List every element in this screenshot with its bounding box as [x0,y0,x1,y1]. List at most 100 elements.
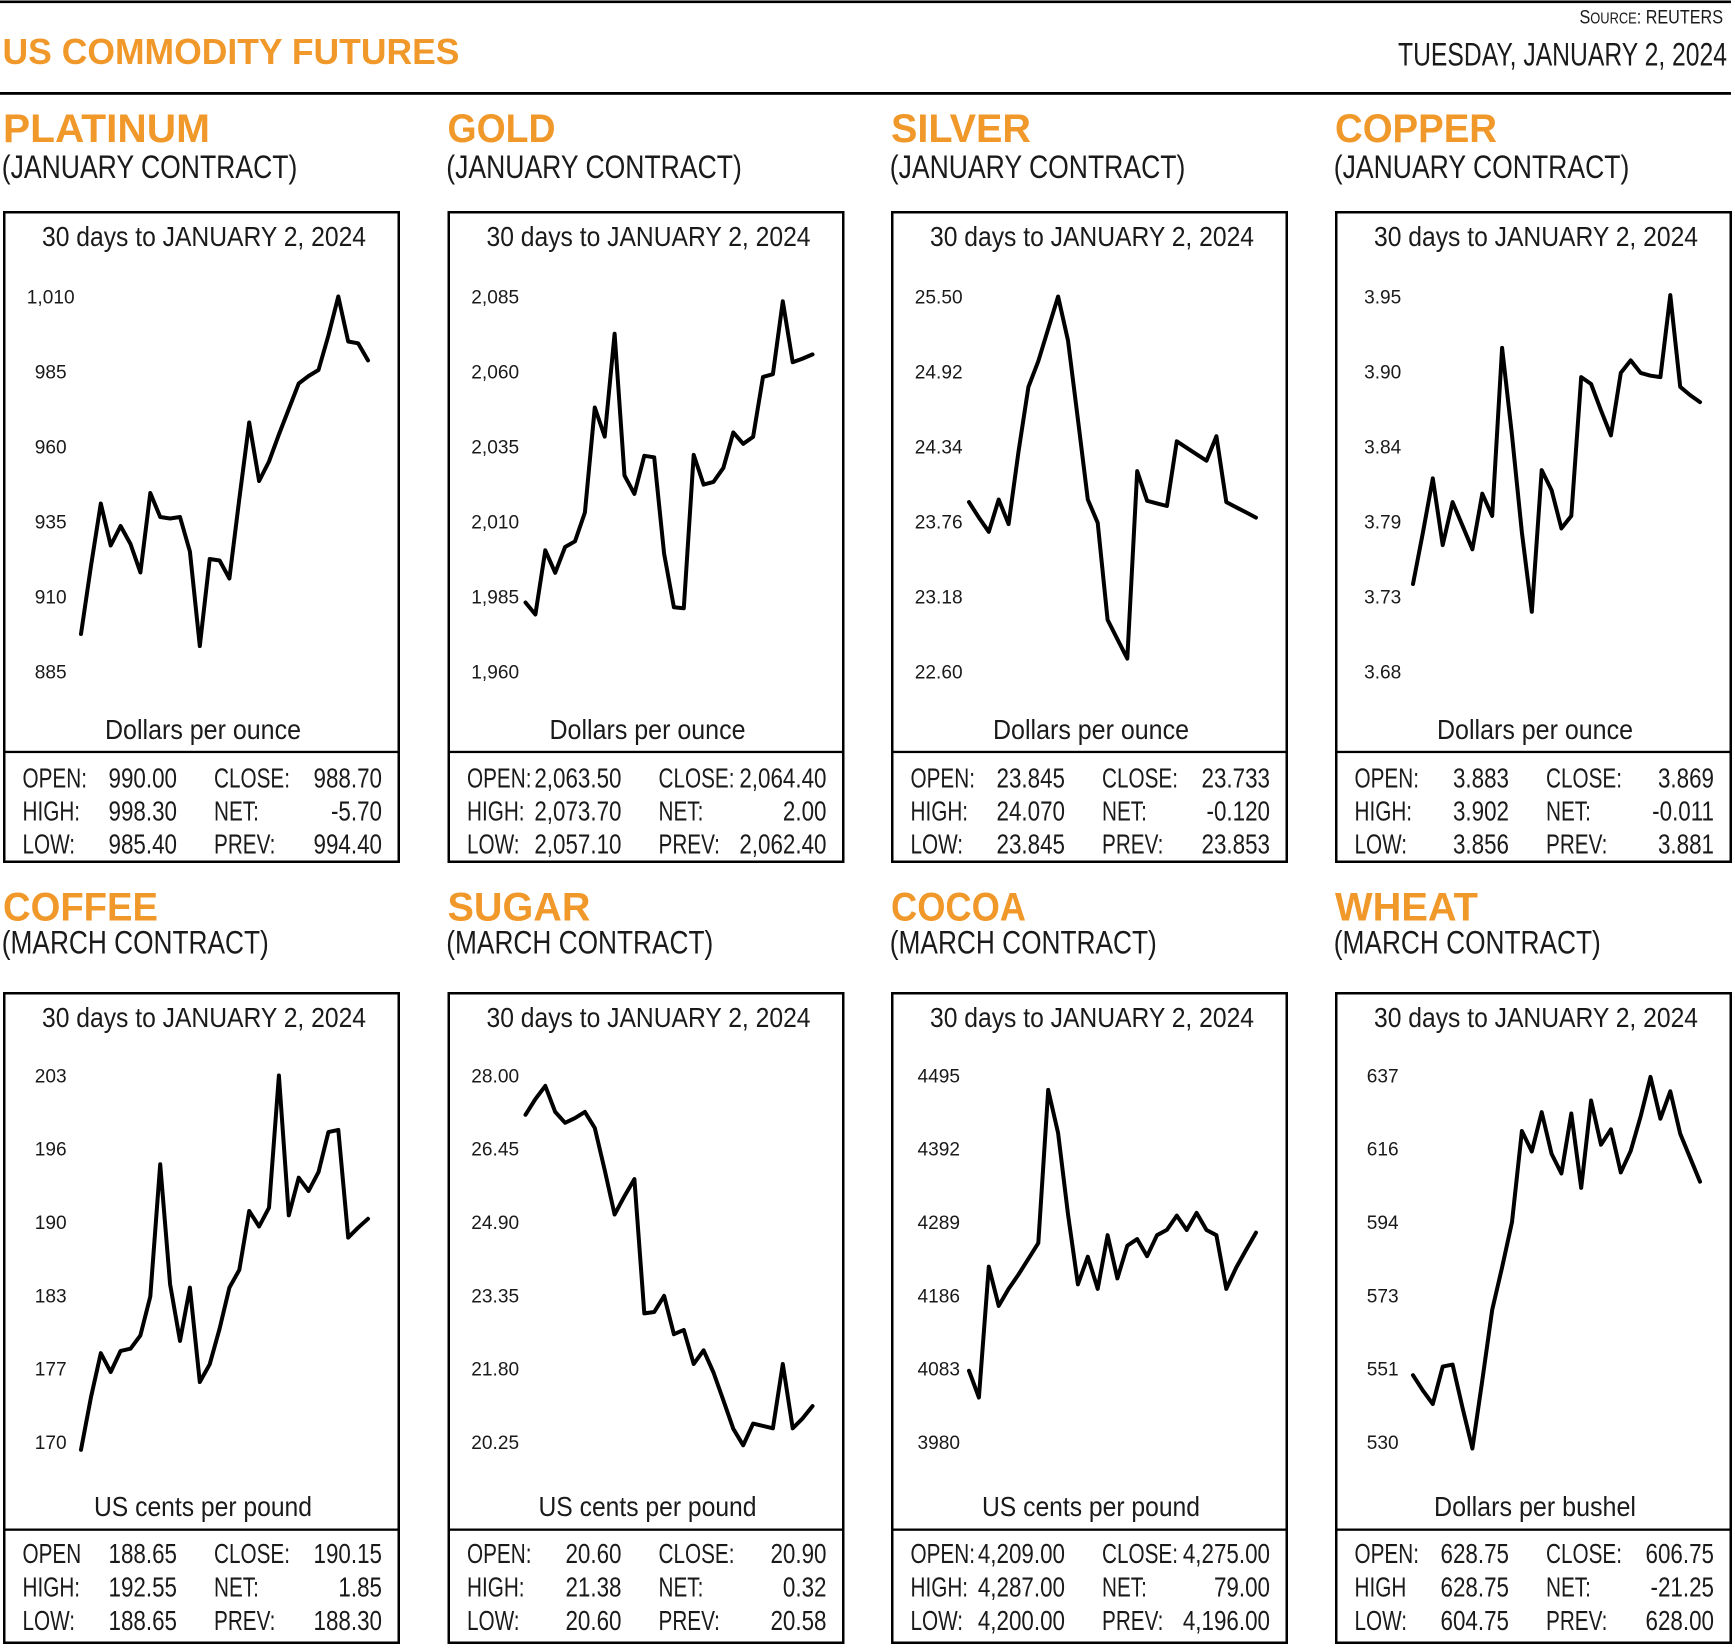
svg-text:606.75: 606.75 [1646,1539,1714,1570]
svg-text:30 days to JANUARY 2, 2024: 30 days to JANUARY 2, 2024 [42,221,366,252]
svg-text:LOW:: LOW: [467,830,520,861]
svg-text:TUESDAY, JANUARY 2, 2024: TUESDAY, JANUARY 2, 2024 [1398,37,1727,73]
svg-text:0.32: 0.32 [783,1572,827,1603]
svg-text:3.902: 3.902 [1453,796,1509,827]
svg-text:616: 616 [1367,1140,1399,1161]
svg-text:26.45: 26.45 [471,1140,519,1161]
svg-text:530: 530 [1367,1433,1399,1454]
svg-text:3.95: 3.95 [1364,287,1401,308]
svg-text:24.90: 24.90 [471,1213,519,1234]
svg-text:192.55: 192.55 [109,1572,177,1603]
svg-text:1.85: 1.85 [338,1572,382,1603]
svg-text:30 days to JANUARY 2, 2024: 30 days to JANUARY 2, 2024 [487,221,811,252]
svg-text:LOW:: LOW: [23,830,76,861]
svg-text:CLOSE:: CLOSE: [659,763,735,794]
svg-text:NET:: NET: [1102,1573,1147,1604]
svg-text:US cents per pound: US cents per pound [982,1491,1200,1522]
svg-text:Dollars per bushel: Dollars per bushel [1434,1491,1636,1522]
svg-text:CLOSE:: CLOSE: [1546,763,1622,794]
svg-text:-0.011: -0.011 [1652,796,1714,827]
svg-text:20.60: 20.60 [565,1539,621,1570]
svg-text:LOW:: LOW: [467,1606,520,1637]
svg-text:2,057.10: 2,057.10 [534,829,621,860]
svg-text:188.65: 188.65 [109,1606,177,1637]
svg-text:(JANUARY CONTRACT): (JANUARY CONTRACT) [1334,149,1630,185]
svg-text:GOLD: GOLD [448,107,556,151]
svg-text:1,960: 1,960 [471,662,519,683]
svg-text:2,062.40: 2,062.40 [739,829,826,860]
svg-text:LOW:: LOW: [1355,1606,1408,1637]
svg-text:998.30: 998.30 [109,796,177,827]
svg-text:(JANUARY CONTRACT): (JANUARY CONTRACT) [890,149,1186,185]
svg-text:4,209.00: 4,209.00 [978,1539,1065,1570]
svg-text:28.00: 28.00 [471,1066,519,1087]
svg-text:4,196.00: 4,196.00 [1183,1606,1270,1637]
svg-text:-5.70: -5.70 [331,796,382,827]
svg-text:(JANUARY CONTRACT): (JANUARY CONTRACT) [446,149,742,185]
svg-text:628.00: 628.00 [1646,1606,1714,1637]
svg-text:NET:: NET: [214,1573,259,1604]
svg-text:988.70: 988.70 [314,763,382,794]
svg-text:985.40: 985.40 [109,829,177,860]
svg-text:SUGAR: SUGAR [448,886,591,930]
svg-text:203: 203 [35,1066,67,1087]
svg-text:30 days to JANUARY 2, 2024: 30 days to JANUARY 2, 2024 [1374,221,1698,252]
svg-text:20.58: 20.58 [770,1606,826,1637]
svg-text:CLOSE:: CLOSE: [214,1539,290,1570]
svg-text:177: 177 [35,1359,67,1380]
svg-text:1,985: 1,985 [471,587,519,608]
svg-text:HIGH: HIGH [1355,1573,1407,1604]
svg-text:CLOSE:: CLOSE: [1102,1539,1178,1570]
svg-text:(MARCH CONTRACT): (MARCH CONTRACT) [890,925,1157,961]
svg-text:985: 985 [35,362,67,383]
svg-text:170: 170 [35,1433,67,1454]
svg-text:PREV:: PREV: [659,830,720,861]
svg-text:20.90: 20.90 [770,1539,826,1570]
svg-text:Dollars per ounce: Dollars per ounce [993,714,1189,745]
svg-text:2.00: 2.00 [783,796,827,827]
svg-text:20.25: 20.25 [471,1433,519,1454]
svg-text:573: 573 [1367,1286,1399,1307]
svg-text:188.65: 188.65 [109,1539,177,1570]
svg-text:990.00: 990.00 [109,763,177,794]
svg-text:637: 637 [1367,1066,1399,1087]
svg-text:24.070: 24.070 [997,796,1065,827]
svg-text:21.38: 21.38 [565,1572,621,1603]
svg-text:30 days to JANUARY 2, 2024: 30 days to JANUARY 2, 2024 [1374,1002,1698,1033]
svg-text:HIGH:: HIGH: [467,797,525,828]
svg-text:960: 960 [35,437,67,458]
svg-text:US COMMODITY FUTURES: US COMMODITY FUTURES [3,31,460,72]
svg-text:Dollars per ounce: Dollars per ounce [1437,714,1633,745]
svg-text:-21.25: -21.25 [1651,1572,1714,1603]
svg-text:OPEN:: OPEN: [911,1539,975,1570]
svg-text:HIGH:: HIGH: [467,1573,525,1604]
svg-text:PREV:: PREV: [659,1606,720,1637]
svg-text:4289: 4289 [917,1213,960,1234]
svg-text:188.30: 188.30 [314,1606,382,1637]
svg-text:23.845: 23.845 [997,829,1065,860]
svg-text:OPEN: OPEN [23,1539,82,1570]
svg-text:OPEN:: OPEN: [467,1539,531,1570]
svg-text:3.79: 3.79 [1364,512,1401,533]
svg-text:190: 190 [35,1213,67,1234]
svg-text:CLOSE:: CLOSE: [214,763,290,794]
svg-text:604.75: 604.75 [1441,1606,1509,1637]
svg-text:3980: 3980 [917,1433,960,1454]
svg-text:OPEN:: OPEN: [467,763,531,794]
svg-text:24.92: 24.92 [915,362,963,383]
svg-text:3.73: 3.73 [1364,587,1401,608]
svg-text:(MARCH CONTRACT): (MARCH CONTRACT) [1334,925,1601,961]
svg-text:551: 551 [1367,1359,1399,1380]
svg-text:23.35: 23.35 [471,1286,519,1307]
svg-text:935: 935 [35,512,67,533]
svg-text:4186: 4186 [917,1286,960,1307]
svg-text:196: 196 [35,1140,67,1161]
svg-text:183: 183 [35,1286,67,1307]
svg-text:HIGH:: HIGH: [23,797,81,828]
svg-text:PREV:: PREV: [1546,830,1607,861]
svg-text:2,073.70: 2,073.70 [534,796,621,827]
svg-text:CLOSE:: CLOSE: [1546,1539,1622,1570]
svg-text:HIGH:: HIGH: [911,1573,969,1604]
svg-text:628.75: 628.75 [1441,1572,1509,1603]
svg-text:4392: 4392 [917,1140,960,1161]
